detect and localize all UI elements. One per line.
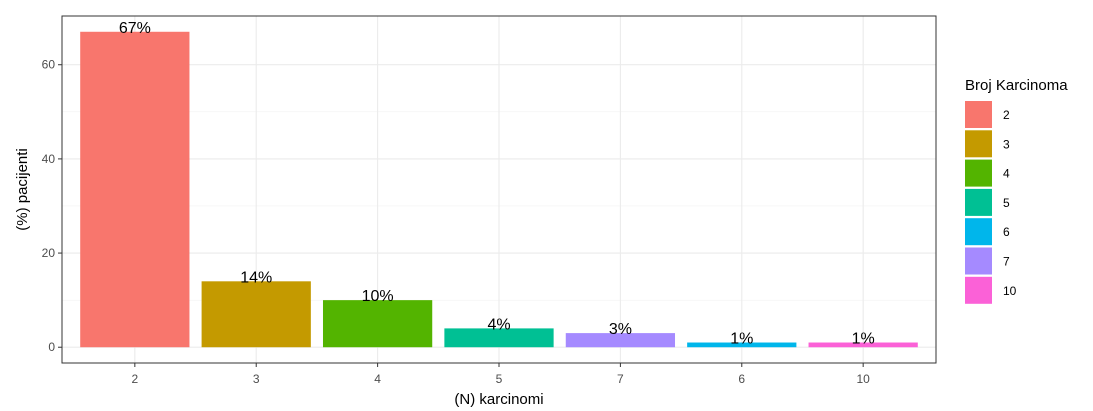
data-labels: 67% 14% 10% 4% 3% 1% 1% (119, 20, 875, 348)
legend-swatch (965, 188, 992, 216)
data-label: 1% (730, 331, 753, 348)
legend-swatch (965, 276, 992, 304)
data-label: 3% (609, 321, 632, 338)
x-tick-label: 7 (617, 372, 624, 386)
legend-swatch (965, 159, 992, 187)
y-tick-label: 60 (42, 58, 56, 72)
y-tick-label: 0 (48, 340, 55, 354)
data-label: 1% (852, 331, 875, 348)
bar (808, 342, 918, 348)
bar (322, 300, 433, 348)
data-label: 4% (487, 316, 510, 333)
y-tick-label: 20 (42, 246, 56, 260)
x-axis-title: (N) karcinomi (454, 391, 543, 408)
legend-items: 2 3 4 5 6 7 10 (965, 101, 1017, 304)
x-axis: 2 3 4 5 7 6 10 (131, 363, 870, 386)
legend-label: 2 (1003, 108, 1010, 122)
legend: Broj Karcinoma 2 3 4 5 6 7 10 (965, 77, 1068, 304)
bars (80, 31, 918, 348)
legend-label: 5 (1003, 196, 1010, 210)
legend-label: 10 (1003, 284, 1017, 298)
y-tick-label: 40 (42, 152, 56, 166)
x-tick-label: 2 (131, 372, 138, 386)
x-tick-label: 3 (253, 372, 260, 386)
legend-swatch (965, 130, 992, 158)
legend-swatch (965, 218, 992, 246)
x-tick-label: 10 (856, 372, 870, 386)
data-label: 67% (119, 20, 151, 37)
bar (80, 31, 190, 348)
legend-label: 7 (1003, 255, 1010, 269)
bar (201, 281, 311, 348)
bar (565, 333, 676, 348)
data-label: 10% (362, 288, 394, 305)
x-tick-label: 5 (496, 372, 503, 386)
legend-label: 6 (1003, 225, 1010, 239)
legend-swatch (965, 247, 992, 275)
legend-swatch (965, 101, 992, 128)
legend-title: Broj Karcinoma (965, 77, 1068, 94)
y-axis-title: (%) pacijenti (14, 148, 31, 231)
data-label: 14% (240, 269, 272, 286)
legend-label: 4 (1003, 167, 1010, 181)
legend-label: 3 (1003, 137, 1010, 151)
x-tick-label: 4 (374, 372, 381, 386)
y-axis: 0 20 40 60 (42, 58, 62, 354)
bar (444, 328, 554, 348)
x-tick-label: 6 (738, 372, 745, 386)
bar (687, 342, 797, 348)
